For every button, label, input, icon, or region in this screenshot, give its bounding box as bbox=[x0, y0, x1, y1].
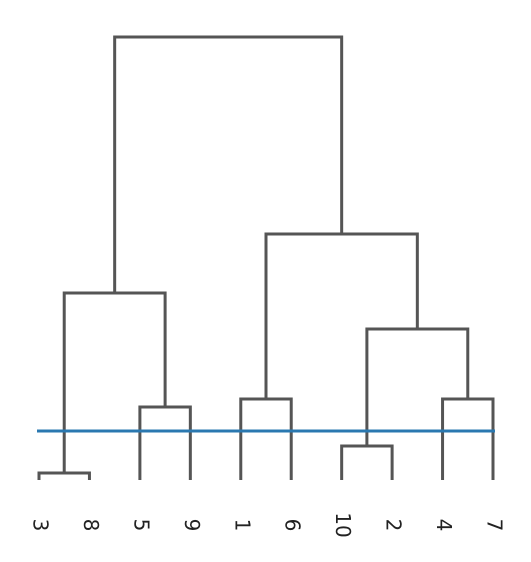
dendrogram-link bbox=[365, 327, 470, 446]
leaf-label: 9 bbox=[180, 519, 204, 532]
leaf-label: 4 bbox=[432, 519, 456, 532]
leaf-label: 10 bbox=[331, 512, 355, 537]
leaf-label: 2 bbox=[382, 519, 406, 532]
dendrogram-link bbox=[138, 405, 192, 480]
dendrogram-link bbox=[340, 444, 394, 480]
dendrogram-link bbox=[441, 397, 495, 480]
dendrogram-link bbox=[113, 35, 344, 293]
dendrogram-link bbox=[264, 232, 419, 399]
leaf-label: 1 bbox=[230, 519, 254, 532]
leaf-label: 3 bbox=[29, 519, 53, 532]
dendrogram-link bbox=[62, 291, 167, 473]
leaf-label: 5 bbox=[129, 519, 153, 532]
leaf-label: 6 bbox=[281, 519, 305, 532]
dendrogram-link bbox=[239, 397, 293, 480]
dendrogram-link bbox=[37, 471, 91, 480]
leaf-label: 7 bbox=[483, 519, 507, 532]
leaf-label: 8 bbox=[79, 519, 103, 532]
